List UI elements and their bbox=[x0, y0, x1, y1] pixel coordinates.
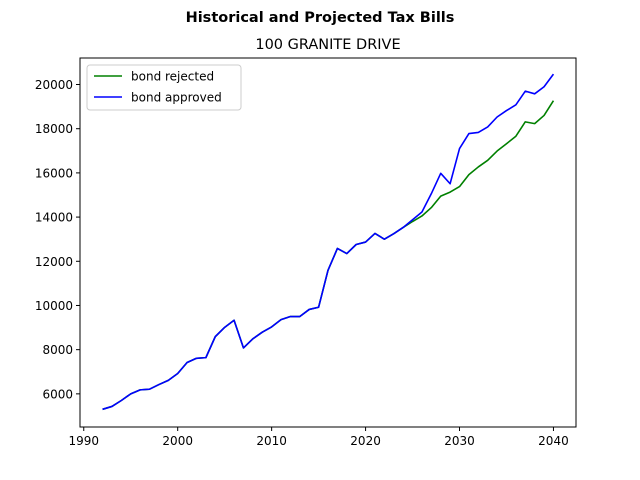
legend-label-bond-rejected: bond rejected bbox=[131, 70, 214, 84]
x-tick-label: 2020 bbox=[350, 434, 381, 448]
y-tick-label: 12000 bbox=[35, 255, 73, 269]
x-tick-label: 2040 bbox=[538, 434, 569, 448]
series-line-bond-approved bbox=[102, 73, 555, 411]
x-tick-label: 2010 bbox=[256, 434, 287, 448]
x-tick-label: 2030 bbox=[444, 434, 475, 448]
plot-series-layer bbox=[102, 73, 555, 411]
chart-title: 100 GRANITE DRIVE bbox=[255, 37, 400, 53]
chart-suptitle: Historical and Projected Tax Bills bbox=[186, 10, 455, 26]
series-line-bond-rejected bbox=[102, 100, 555, 411]
legend-label-bond-approved: bond approved bbox=[131, 91, 222, 105]
y-tick-label: 14000 bbox=[35, 211, 73, 225]
x-tick-label: 2000 bbox=[162, 434, 193, 448]
legend-box bbox=[86, 64, 242, 111]
y-axis-ticks: 6000 8000 10000 12000 14000 16000 18000 20000 bbox=[35, 78, 80, 401]
x-tick-label: 1990 bbox=[68, 434, 99, 448]
y-tick-label: 8000 bbox=[42, 343, 73, 357]
chart-legend: bond rejected bond approved bbox=[86, 64, 242, 111]
y-tick-label: 18000 bbox=[35, 122, 73, 136]
plot-area-frame bbox=[79, 57, 577, 428]
y-tick-label: 20000 bbox=[35, 78, 73, 92]
y-tick-label: 10000 bbox=[35, 299, 73, 313]
y-tick-label: 6000 bbox=[42, 387, 73, 401]
y-tick-label: 16000 bbox=[35, 166, 73, 180]
x-axis-ticks: 1990 2000 2010 2020 2030 2040 bbox=[68, 427, 569, 448]
